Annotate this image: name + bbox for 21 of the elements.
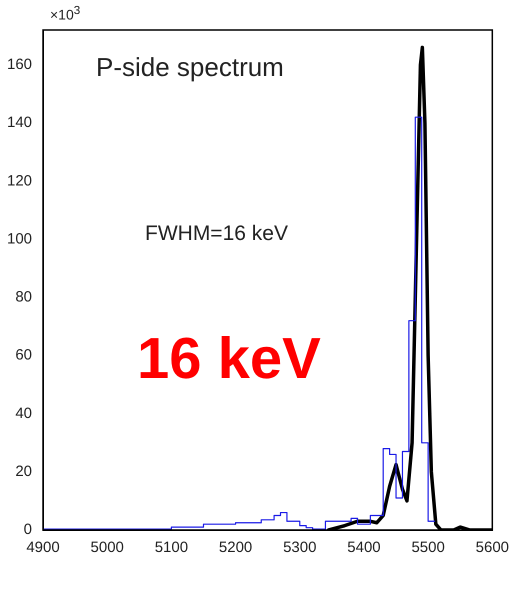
- y-tick-label: 100: [6, 230, 32, 248]
- annotation: P-side spectrum: [96, 52, 284, 83]
- x-tick-label: 5600: [476, 539, 510, 556]
- x-tick-label: 4900: [26, 539, 60, 556]
- y-tick-label: 160: [6, 56, 32, 74]
- y-tick-label: 140: [6, 114, 32, 132]
- x-tick-label: 5200: [218, 539, 252, 556]
- y-tick-label: 60: [15, 346, 32, 364]
- annotation: FWHM=16 keV: [145, 222, 288, 246]
- y-tick-label: 80: [15, 288, 32, 306]
- y-tick-label: 20: [15, 463, 32, 480]
- x-tick-label: 5100: [154, 539, 188, 556]
- x-tick-label: 5400: [347, 539, 381, 556]
- y-axis-title: ×10$^{3}$: [50, 4, 80, 23]
- x-tick-label: 5500: [411, 539, 445, 556]
- x-tick-label: 5300: [283, 539, 316, 556]
- annotation: 16 keV: [137, 325, 321, 392]
- y-tick-label: 120: [6, 172, 32, 190]
- x-tick-label: 5000: [90, 539, 124, 556]
- y-tick-label: 0: [24, 521, 32, 538]
- y-tick-label: 40: [15, 404, 32, 422]
